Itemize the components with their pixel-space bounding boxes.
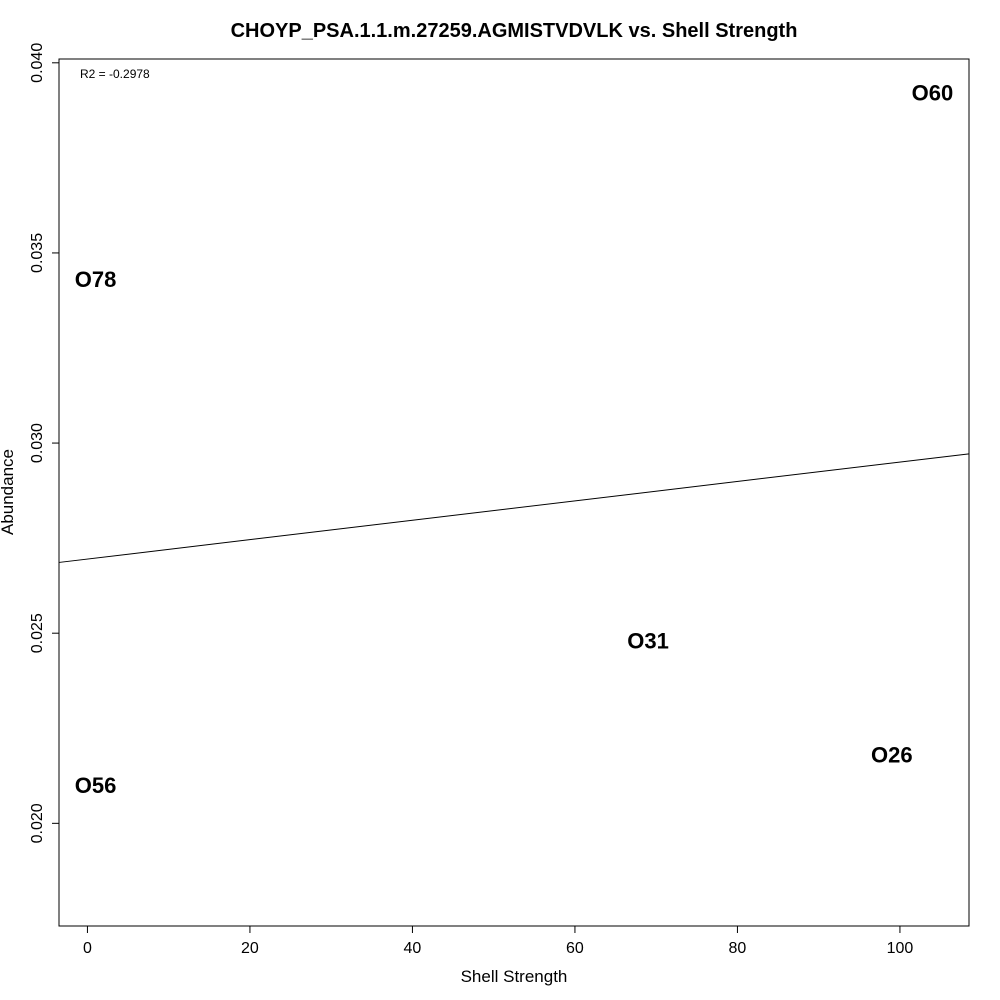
y-axis-label: Abundance <box>0 449 17 535</box>
chart-title: CHOYP_PSA.1.1.m.27259.AGMISTVDVLK vs. Sh… <box>231 20 798 42</box>
y-tick-label: 0.040 <box>29 43 46 83</box>
point-label-o26: O26 <box>871 742 913 767</box>
regression-line <box>58 453 970 563</box>
point-label-o31: O31 <box>627 628 669 653</box>
trendline-group <box>58 453 970 563</box>
x-axis: 0 20 40 60 80 100 <box>83 926 913 957</box>
points-group: O60 O78 O31 O26 O56 <box>75 81 953 798</box>
x-tick-label: 80 <box>729 940 747 957</box>
y-tick-label: 0.025 <box>29 613 46 653</box>
x-tick-label: 100 <box>887 940 914 957</box>
plot-frame <box>58 58 970 927</box>
y-tick-label: 0.020 <box>29 803 46 843</box>
x-tick-label: 40 <box>404 940 422 957</box>
point-label-o60: O60 <box>912 81 954 106</box>
y-tick-label: 0.035 <box>29 233 46 273</box>
point-label-o78: O78 <box>75 267 117 292</box>
x-tick-label: 60 <box>566 940 584 957</box>
r2-annotation: R2 = -0.2978 <box>80 67 150 81</box>
x-axis-label: Shell Strength <box>461 967 568 986</box>
x-tick-label: 0 <box>83 940 92 957</box>
y-tick-label: 0.030 <box>29 423 46 463</box>
y-axis: 0.020 0.025 0.030 0.035 0.040 <box>29 43 59 843</box>
x-tick-label: 20 <box>241 940 259 957</box>
point-label-o56: O56 <box>75 773 117 798</box>
